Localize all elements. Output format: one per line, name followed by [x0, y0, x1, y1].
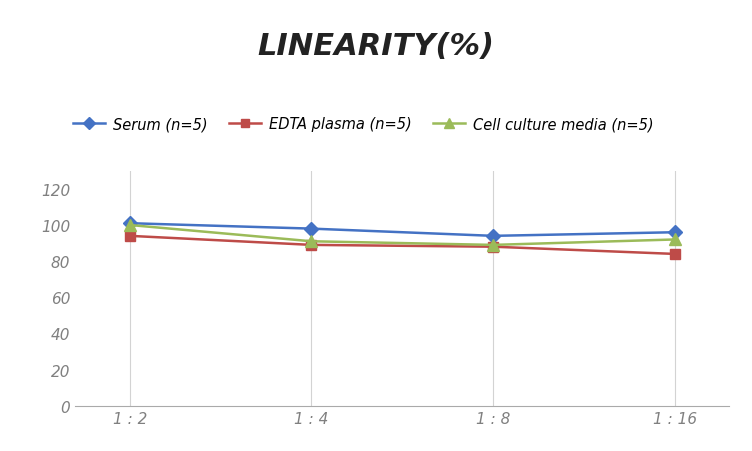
Serum (n=5)	[489, 234, 498, 239]
Serum (n=5)	[307, 226, 316, 232]
Text: LINEARITY(%): LINEARITY(%)	[257, 32, 495, 60]
Cell culture media (n=5)	[125, 223, 134, 228]
Cell culture media (n=5)	[489, 243, 498, 248]
Line: Serum (n=5): Serum (n=5)	[125, 219, 680, 241]
EDTA plasma (n=5)	[125, 234, 134, 239]
Serum (n=5)	[671, 230, 680, 235]
Line: EDTA plasma (n=5): EDTA plasma (n=5)	[125, 231, 680, 259]
EDTA plasma (n=5)	[489, 244, 498, 250]
Serum (n=5)	[125, 221, 134, 226]
Cell culture media (n=5)	[307, 239, 316, 244]
Cell culture media (n=5)	[671, 237, 680, 243]
Line: Cell culture media (n=5): Cell culture media (n=5)	[124, 220, 681, 251]
EDTA plasma (n=5)	[671, 252, 680, 257]
EDTA plasma (n=5)	[307, 243, 316, 248]
Legend: Serum (n=5), EDTA plasma (n=5), Cell culture media (n=5): Serum (n=5), EDTA plasma (n=5), Cell cul…	[68, 111, 659, 138]
